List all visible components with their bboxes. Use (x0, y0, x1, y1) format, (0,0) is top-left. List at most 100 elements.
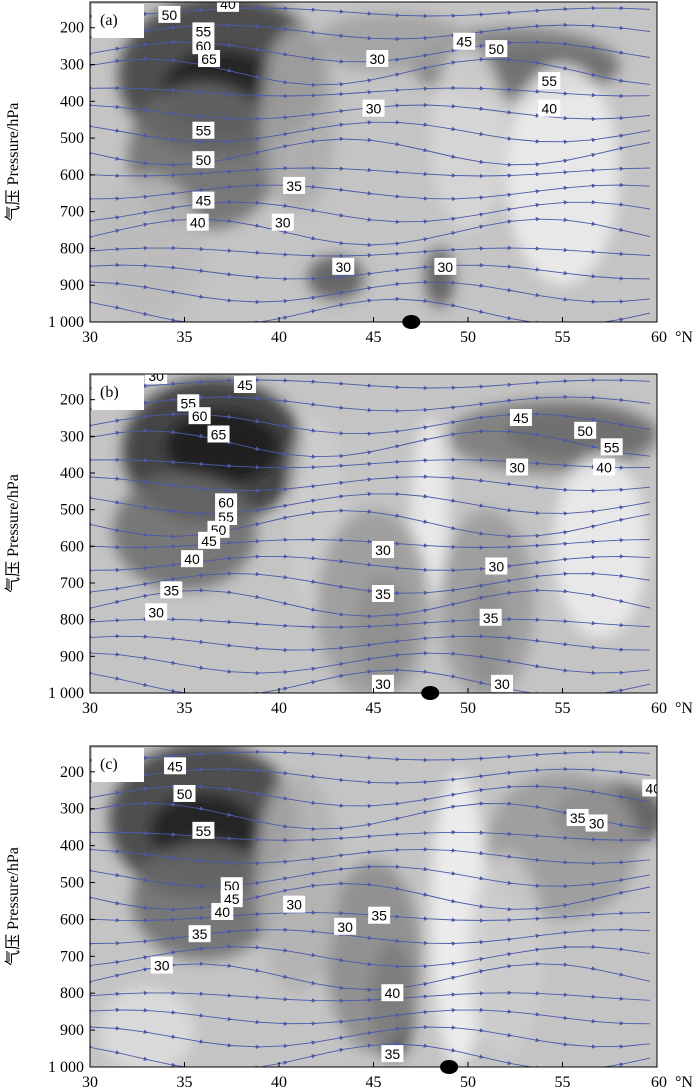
shade-blob (439, 509, 535, 693)
y-tick-label: 500 (60, 130, 84, 147)
contour-label-box (362, 99, 385, 117)
contour-label-box (181, 550, 204, 568)
shade-blob (316, 509, 431, 693)
y-tick-label: 400 (60, 465, 84, 482)
contour-label: 50 (577, 423, 593, 439)
x-tick-label: 50 (460, 700, 476, 717)
contour-label-box (381, 1045, 404, 1063)
panel-b: 3045556065605550454035304550554030303530… (4, 368, 693, 717)
contour-label: 60 (192, 408, 208, 424)
contour-label-box (593, 458, 616, 476)
streamline (90, 1041, 651, 1067)
contour-label-box (371, 585, 394, 602)
x-tick-label: 45 (366, 1074, 382, 1091)
contour-label: 30 (148, 368, 164, 384)
contour-label-box (538, 99, 561, 117)
contour-label-box (220, 890, 243, 908)
contour-label: 50 (489, 41, 505, 57)
streamline (90, 182, 651, 202)
streamlines (90, 749, 651, 1067)
y-tick-label: 1 000 (48, 1059, 84, 1076)
streamline (90, 56, 651, 88)
y-tick-label: 500 (60, 502, 84, 519)
shade-blob (424, 248, 455, 308)
contour-label: 30 (148, 604, 164, 620)
contour-label: 40 (190, 215, 206, 231)
contour-label-box (485, 40, 508, 58)
streamline (90, 296, 651, 322)
panel-label: (a) (100, 12, 118, 29)
y-tick-label: 600 (60, 167, 84, 184)
contour-label: 30 (275, 215, 291, 231)
contour-label: 40 (541, 101, 557, 117)
contour-label: 50 (177, 786, 193, 802)
contour-label-box (368, 906, 391, 924)
contour-label: 30 (375, 676, 391, 692)
shade-blob (131, 841, 276, 960)
contour-label: 30 (509, 460, 525, 476)
x-tick-label: 45 (366, 700, 382, 717)
y-tick-label: 200 (60, 392, 84, 409)
contour-label-box (215, 493, 238, 511)
panel-label-box (92, 748, 144, 782)
location-marker (402, 315, 421, 329)
x-axis-unit: °N (675, 700, 693, 717)
x-axis-unit: °N (675, 329, 693, 346)
contour-label-box (334, 917, 357, 935)
contour-label: 30 (366, 101, 382, 117)
contour-label-box (220, 877, 243, 895)
contour-label-box (188, 925, 211, 943)
contour-label-box (371, 674, 394, 692)
contour-label: 45 (167, 758, 183, 774)
contour-label-box (192, 22, 215, 40)
contour-label-box (453, 32, 476, 50)
contour-label-box (381, 984, 404, 1002)
x-tick-label: 30 (82, 329, 98, 346)
contour-label: 55 (196, 823, 212, 839)
contour-label-box (574, 421, 597, 439)
y-tick-label: 800 (60, 985, 84, 1002)
contour-label-box (642, 779, 657, 797)
contour-label-box (192, 191, 215, 209)
x-tick-label: 40 (271, 329, 287, 346)
contour-label-box (215, 508, 238, 525)
y-tick-label: 300 (60, 57, 84, 74)
contour-label-box (509, 409, 532, 426)
contour-label-box (283, 895, 306, 913)
y-axis-title: 气压 Pressure/hPa (4, 474, 22, 593)
y-axis-title: 气压 Pressure/hPa (4, 103, 22, 222)
y-axis-title: 气压 Pressure/hPa (4, 847, 22, 966)
contour-label: 30 (335, 259, 351, 275)
y-tick-label: 400 (60, 838, 84, 855)
panel-label-box (92, 4, 144, 38)
contour-label: 30 (494, 676, 510, 692)
contour-label-box (332, 257, 355, 275)
contour-label-box (538, 72, 561, 90)
streamline (90, 554, 651, 573)
shade-blob (326, 860, 421, 1053)
contour-label: 65 (211, 427, 227, 443)
streamline (90, 633, 651, 653)
contour-label-box (198, 50, 221, 68)
x-tick-label: 35 (177, 329, 193, 346)
x-tick-label: 60 (651, 700, 667, 717)
contour-label: 45 (196, 193, 212, 209)
contour-label-box (600, 438, 623, 456)
x-tick-label: 60 (651, 1074, 667, 1091)
streamline (90, 667, 651, 693)
streamline (90, 102, 651, 122)
y-tick-label: 800 (60, 240, 84, 257)
streamline (90, 377, 651, 391)
contour-label: 30 (438, 259, 454, 275)
contour-label-box (145, 603, 168, 621)
streamline (90, 830, 651, 843)
streamline (90, 245, 651, 259)
streamline (90, 457, 651, 470)
y-tick-label: 300 (60, 801, 84, 818)
contour-label-box (366, 50, 389, 68)
x-tick-label: 45 (366, 329, 382, 346)
shade-blob (165, 410, 279, 485)
panel-label: (c) (100, 756, 118, 773)
contour-label-box (192, 151, 215, 169)
